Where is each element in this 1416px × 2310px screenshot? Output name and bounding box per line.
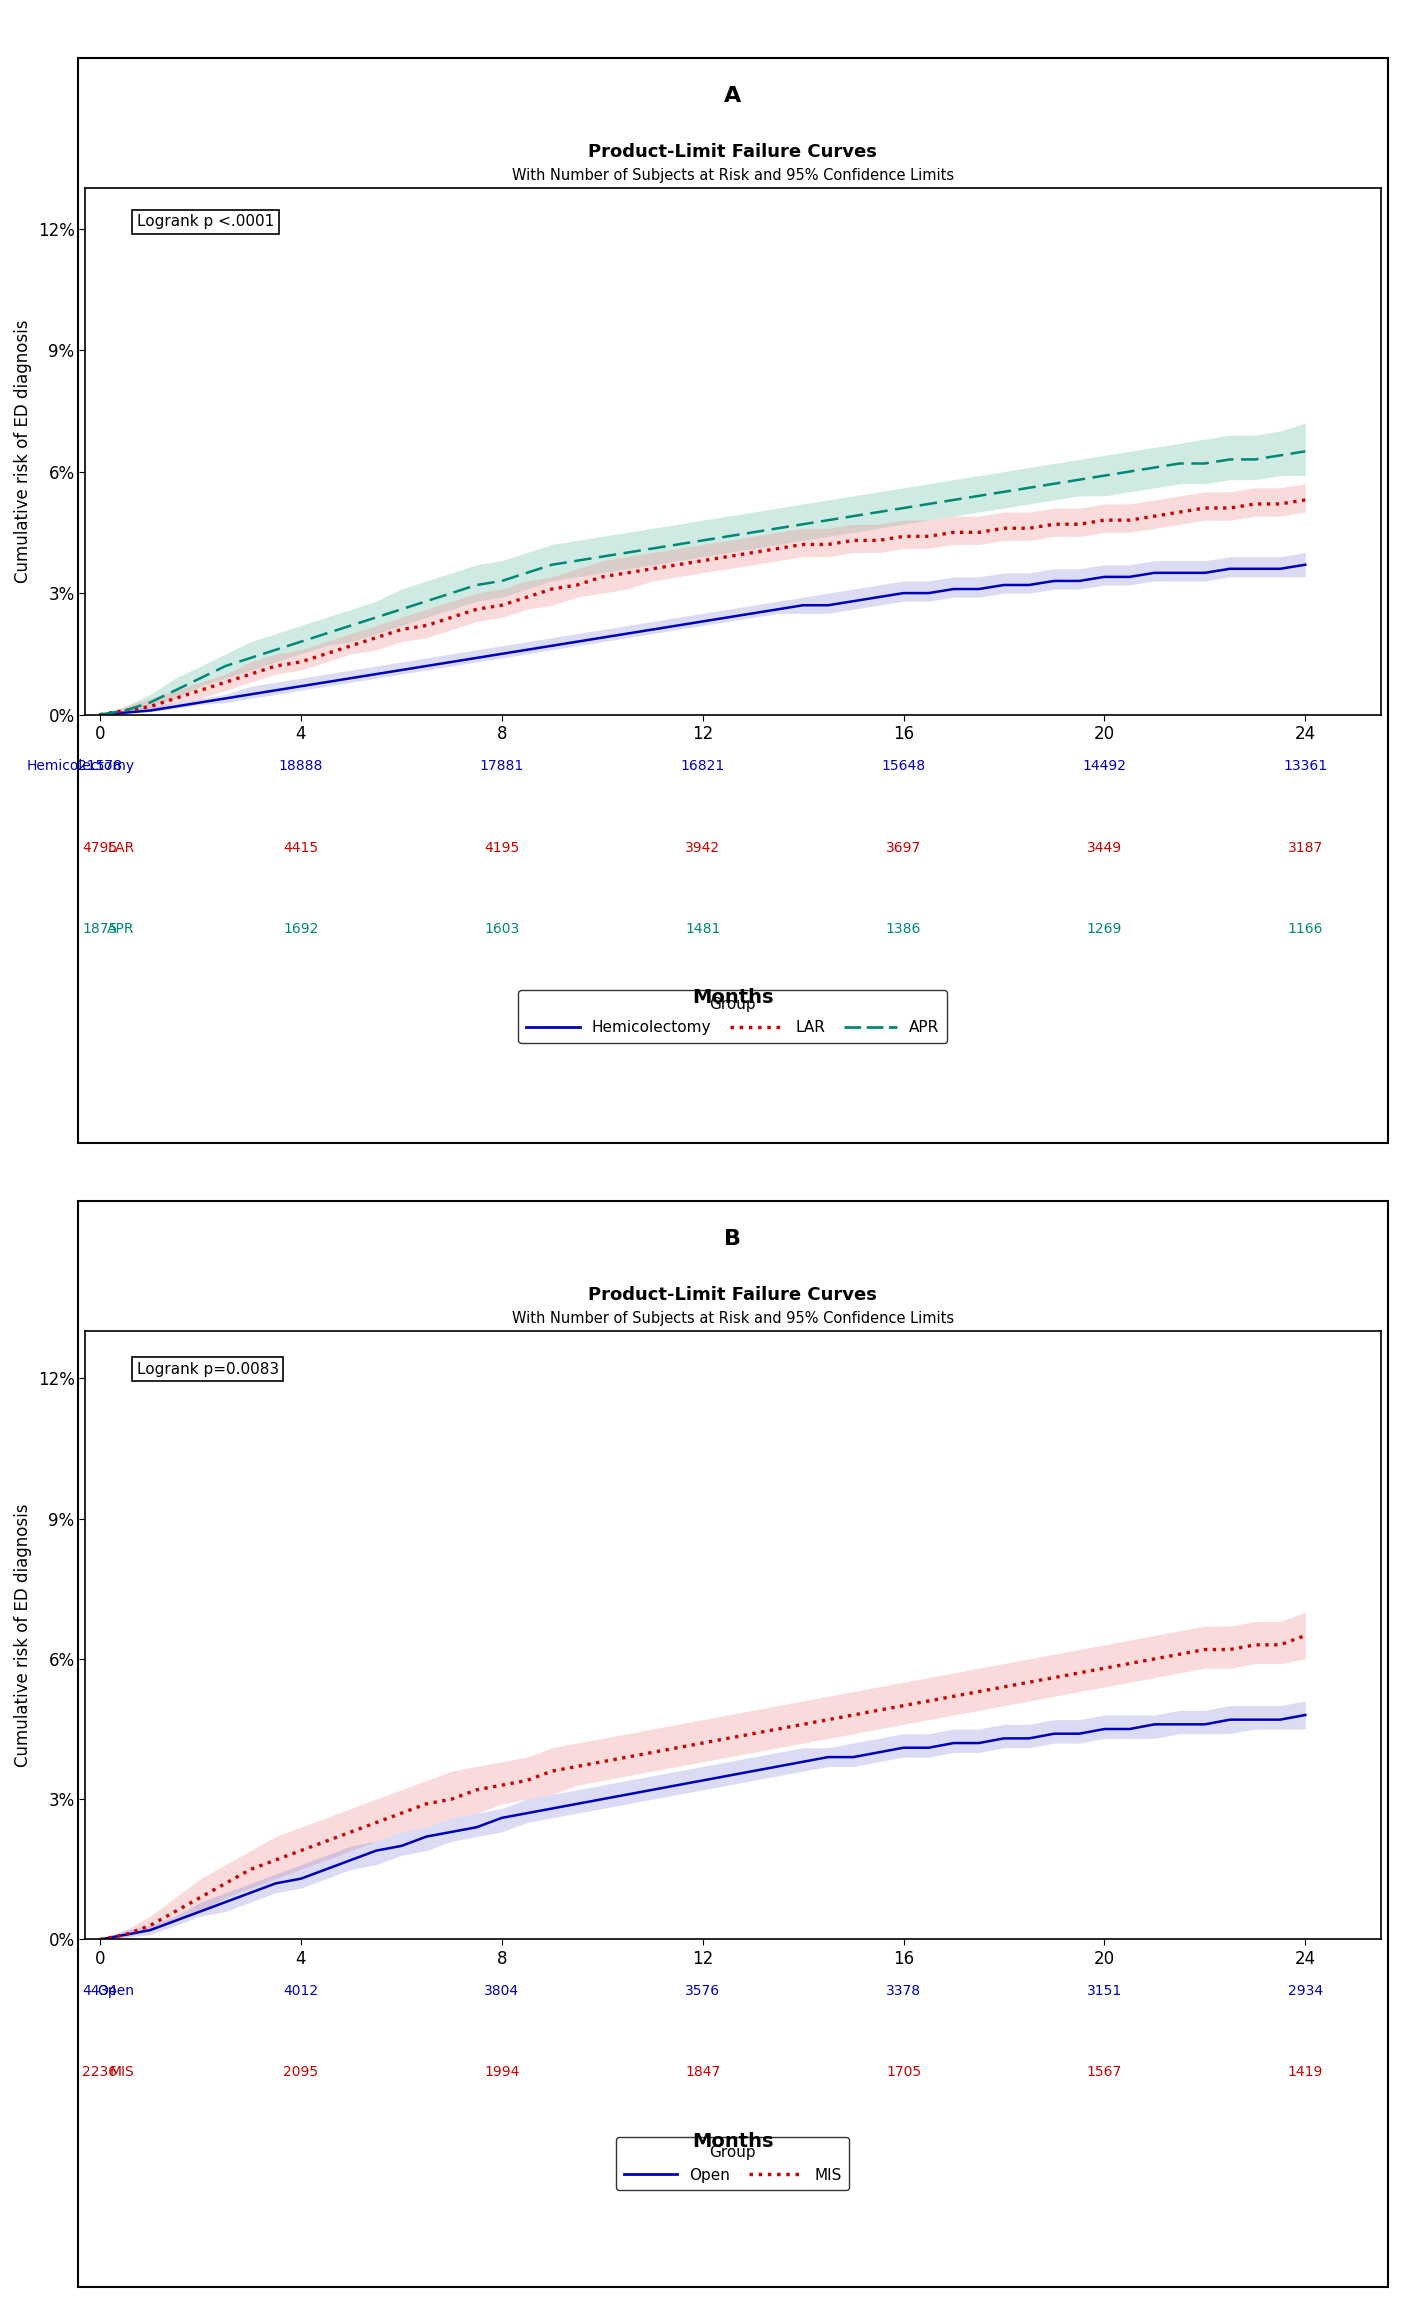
Text: Logrank p <.0001: Logrank p <.0001: [137, 215, 275, 229]
Text: 3576: 3576: [685, 1984, 721, 1998]
Text: Logrank p=0.0083: Logrank p=0.0083: [137, 1363, 279, 1377]
Text: 3804: 3804: [484, 1984, 520, 1998]
Text: Product-Limit Failure Curves: Product-Limit Failure Curves: [588, 143, 878, 162]
Text: 3378: 3378: [886, 1984, 920, 1998]
Text: Months: Months: [692, 2132, 773, 2151]
Text: 3942: 3942: [685, 841, 721, 855]
Text: 14492: 14492: [1082, 760, 1126, 774]
Text: Product-Limit Failure Curves: Product-Limit Failure Curves: [588, 1287, 878, 1305]
Text: 1269: 1269: [1086, 922, 1121, 936]
Text: 4195: 4195: [484, 841, 520, 855]
Text: 18888: 18888: [279, 760, 323, 774]
Text: 2236: 2236: [82, 2065, 118, 2079]
Text: 1847: 1847: [685, 2065, 721, 2079]
Text: 4415: 4415: [283, 841, 319, 855]
Text: 17881: 17881: [480, 760, 524, 774]
Text: 1875: 1875: [82, 922, 118, 936]
Text: 1419: 1419: [1287, 2065, 1323, 2079]
Text: APR: APR: [108, 922, 135, 936]
Text: 2095: 2095: [283, 2065, 319, 2079]
Text: 3151: 3151: [1086, 1984, 1121, 1998]
Text: 1692: 1692: [283, 922, 319, 936]
Text: 3449: 3449: [1087, 841, 1121, 855]
Text: Months: Months: [692, 989, 773, 1007]
Text: 4434: 4434: [82, 1984, 118, 1998]
Text: 4795: 4795: [82, 841, 118, 855]
Text: B: B: [724, 1229, 742, 1250]
Text: 1386: 1386: [886, 922, 922, 936]
Text: 1166: 1166: [1287, 922, 1323, 936]
Text: 2934: 2934: [1287, 1984, 1323, 1998]
Text: 1994: 1994: [484, 2065, 520, 2079]
Legend: Open, MIS: Open, MIS: [616, 2137, 850, 2190]
Text: 16821: 16821: [681, 760, 725, 774]
Text: LAR: LAR: [108, 841, 135, 855]
Text: 13361: 13361: [1283, 760, 1327, 774]
Text: 1705: 1705: [886, 2065, 920, 2079]
Text: 3697: 3697: [886, 841, 922, 855]
Y-axis label: Cumulative risk of ED diagnosis: Cumulative risk of ED diagnosis: [14, 1504, 33, 1767]
Text: With Number of Subjects at Risk and 95% Confidence Limits: With Number of Subjects at Risk and 95% …: [511, 1312, 954, 1326]
Y-axis label: Cumulative risk of ED diagnosis: Cumulative risk of ED diagnosis: [14, 319, 33, 582]
Text: 3187: 3187: [1287, 841, 1323, 855]
Text: MIS: MIS: [110, 2065, 135, 2079]
Text: 1603: 1603: [484, 922, 520, 936]
Text: A: A: [724, 85, 742, 106]
Text: 21578: 21578: [78, 760, 122, 774]
Text: Open: Open: [98, 1984, 135, 1998]
Legend: Hemicolectomy, LAR, APR: Hemicolectomy, LAR, APR: [518, 989, 947, 1042]
Text: With Number of Subjects at Risk and 95% Confidence Limits: With Number of Subjects at Risk and 95% …: [511, 169, 954, 182]
Text: 15648: 15648: [882, 760, 926, 774]
Text: 1481: 1481: [685, 922, 721, 936]
Text: 1567: 1567: [1086, 2065, 1121, 2079]
Text: Hemicolectomy: Hemicolectomy: [27, 760, 135, 774]
Text: 4012: 4012: [283, 1984, 319, 1998]
